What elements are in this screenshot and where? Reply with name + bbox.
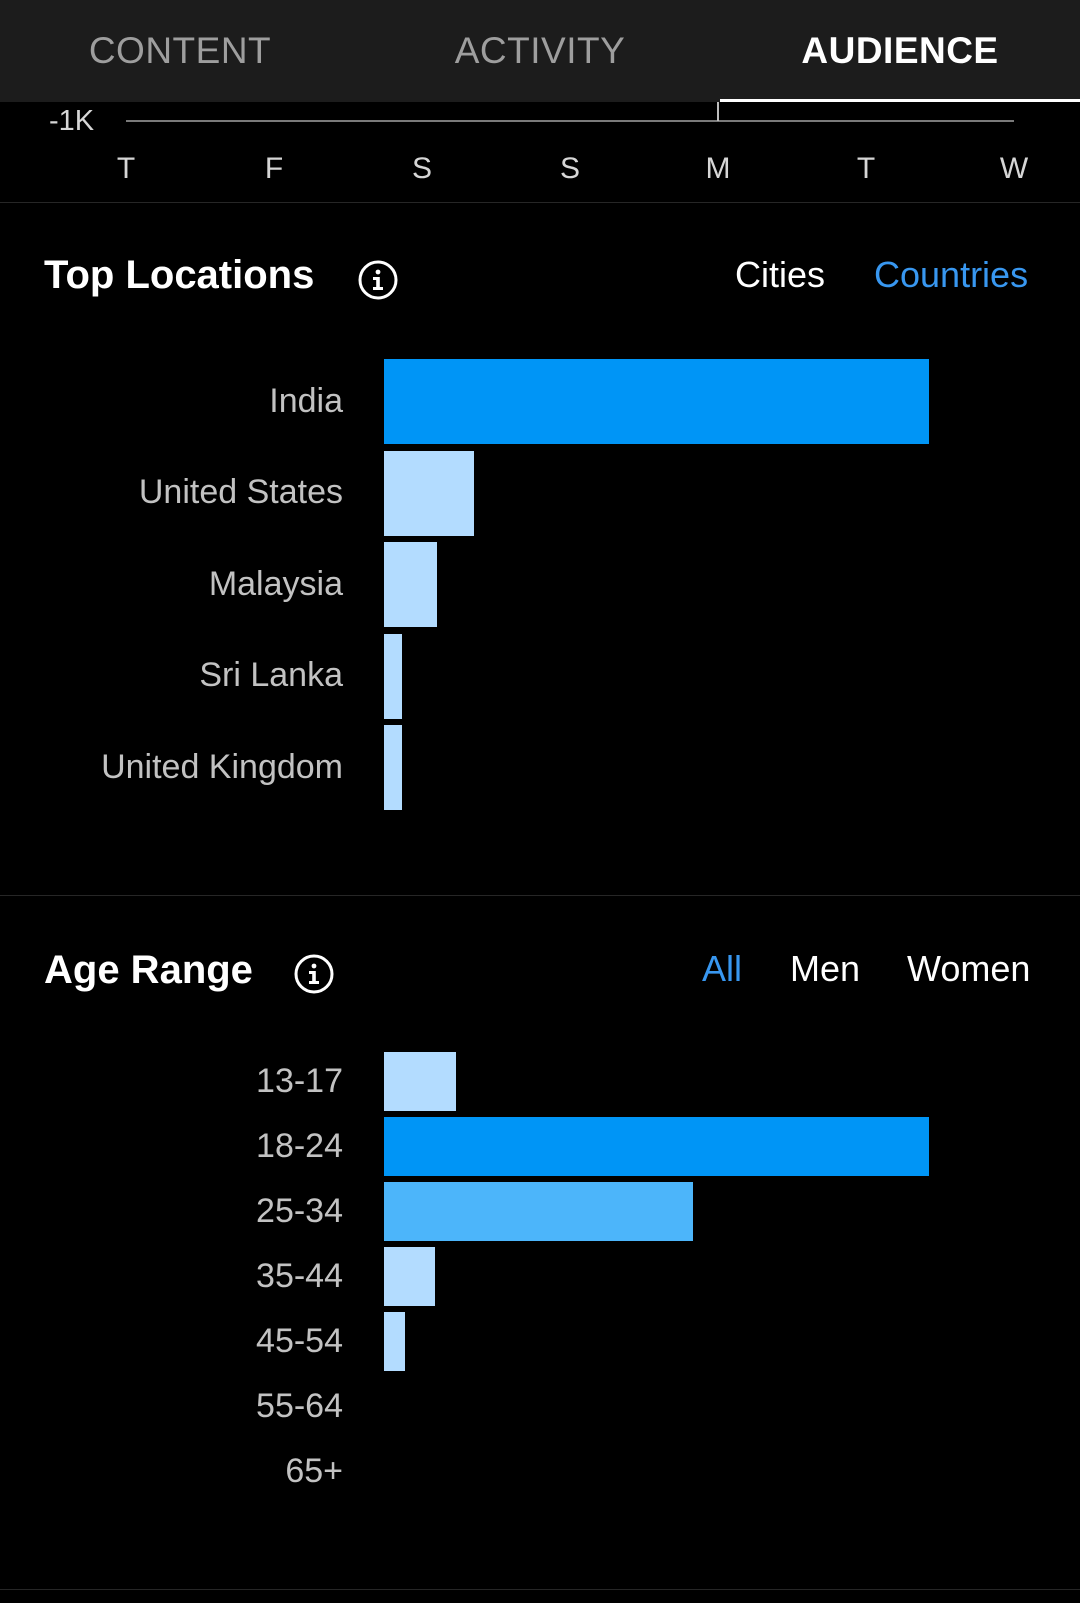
filter-all[interactable]: All xyxy=(702,948,743,989)
bar xyxy=(384,1182,693,1241)
day-label: T xyxy=(856,152,876,185)
bar-label: 45-54 xyxy=(256,1321,343,1360)
bar-label: Malaysia xyxy=(208,564,343,603)
day-label: M xyxy=(705,152,731,185)
filter-women[interactable]: Women xyxy=(907,948,1031,989)
daily-chart-baseline xyxy=(126,102,1014,122)
bar xyxy=(384,542,437,627)
bar-label: 65+ xyxy=(285,1451,343,1490)
day-label: T xyxy=(116,152,136,185)
day-label: W xyxy=(999,152,1029,185)
y-axis-value-label: -1K xyxy=(49,105,95,137)
filter-cities[interactable]: Cities xyxy=(735,254,826,295)
bar xyxy=(384,450,474,536)
bar-label: 35-44 xyxy=(256,1256,343,1295)
top-locations-title: Top Locations xyxy=(44,253,315,297)
bar-label: Sri Lanka xyxy=(199,656,343,694)
bar-label: 13-17 xyxy=(256,1061,343,1100)
info-circle-icon[interactable] xyxy=(294,954,334,994)
tab-audience[interactable]: AUDIENCE xyxy=(801,30,999,71)
active-tab-indicator xyxy=(720,99,1080,102)
filter-men[interactable]: Men xyxy=(790,948,861,989)
bar-label: 25-34 xyxy=(256,1191,343,1230)
bar-label: 18-24 xyxy=(256,1126,343,1165)
section-divider xyxy=(0,895,1080,896)
section-divider xyxy=(0,202,1080,203)
section-divider xyxy=(0,1589,1080,1590)
bar xyxy=(384,1312,405,1371)
bar xyxy=(384,1247,435,1306)
bar xyxy=(384,359,929,444)
info-circle-icon[interactable] xyxy=(358,260,398,300)
bar xyxy=(384,1117,929,1176)
age-range-title: Age Range xyxy=(44,948,253,992)
bar-label: India xyxy=(269,381,343,420)
filter-countries[interactable]: Countries xyxy=(874,254,1029,295)
day-label: S xyxy=(411,152,432,185)
tab-activity[interactable]: ACTIVITY xyxy=(454,30,626,71)
day-label: S xyxy=(559,152,580,185)
bar-label: United Kingdom xyxy=(101,747,343,786)
bar-label: 55-64 xyxy=(256,1386,343,1425)
tab-content[interactable]: CONTENT xyxy=(88,30,272,71)
bar xyxy=(384,725,402,810)
day-label: F xyxy=(264,152,284,185)
bar xyxy=(384,633,402,719)
bar-label: United States xyxy=(138,473,343,511)
bar xyxy=(384,1052,456,1111)
tab-bar: CONTENT ACTIVITY AUDIENCE xyxy=(0,0,1080,102)
